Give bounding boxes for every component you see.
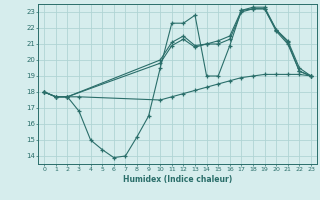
X-axis label: Humidex (Indice chaleur): Humidex (Indice chaleur) xyxy=(123,175,232,184)
